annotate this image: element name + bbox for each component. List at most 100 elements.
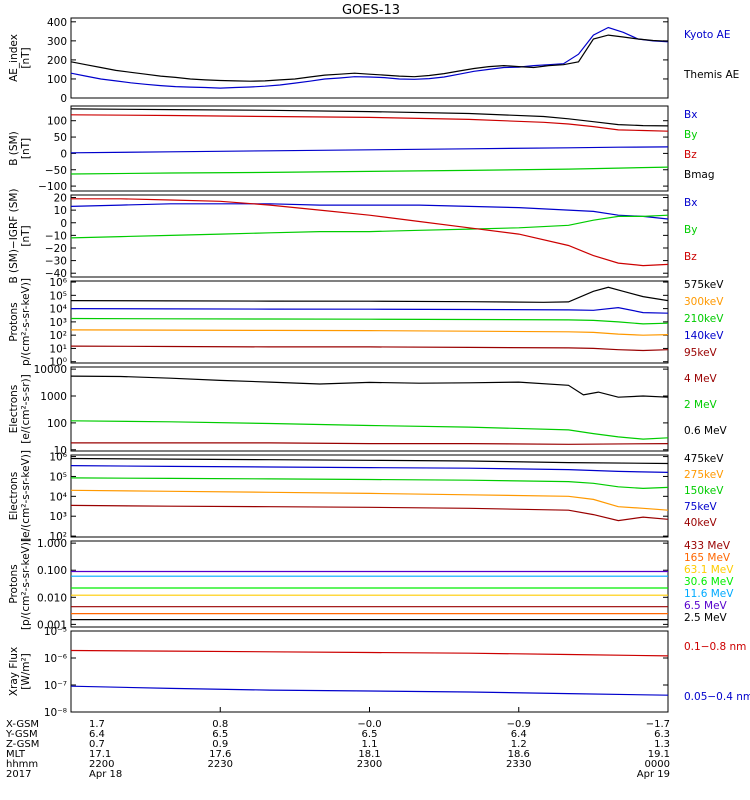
ephemeris-value: 2200: [89, 759, 114, 770]
y-tick-label: 10⁻⁶: [44, 653, 67, 665]
series-line: [71, 649, 668, 657]
y-tick-label: 0.010: [37, 592, 67, 604]
y-tick-label: −40: [45, 268, 67, 280]
y-tick-label: 0: [60, 148, 67, 160]
y-tick-label: 10⁶: [49, 452, 67, 464]
legend-entry: 0.1−0.8 nm: [684, 641, 746, 653]
legend-entry: 150keV: [684, 485, 724, 497]
series-line: [71, 375, 668, 398]
y-tick-label: 10⁴: [49, 304, 67, 316]
series-line: [71, 214, 668, 239]
ephemeris-value: 17.6: [209, 749, 231, 760]
y-axis-label: Protonsp/(cm²-s-sr-keV)]: [8, 278, 32, 366]
legend-entry: Bz: [684, 251, 697, 263]
ephemeris-value: 6.5: [362, 729, 378, 740]
y-tick-label: 300: [47, 36, 67, 48]
panel-frame: [70, 366, 669, 452]
y-tick-label: 10³: [49, 317, 67, 329]
panel-frame: [70, 280, 669, 364]
y-tick-label: 10²: [49, 531, 67, 543]
series-line: [71, 489, 668, 511]
panel-8: 10⁻⁸ 10⁻⁷ 10⁻⁶ 10⁻⁵ Xray Flux[W/m²] 0.1−0.8 n…: [8, 626, 750, 719]
legend-entry: Kyoto AE: [684, 29, 730, 41]
ephemeris-value: 0.9: [212, 739, 228, 750]
legend-entry: 475keV: [684, 453, 724, 465]
panel-frame: [70, 630, 669, 713]
y-axis-label: Protons[p/(cm²-s-sr-keV)]: [8, 538, 32, 630]
ephemeris-value: 0.7: [89, 739, 105, 750]
series-line: [71, 329, 668, 336]
series-line: [71, 114, 668, 132]
legend-entry: 210keV: [684, 313, 724, 325]
figure-title: GOES-13: [342, 3, 400, 18]
y-tick-label: 100: [47, 116, 67, 128]
panel-6: 10² 10³ 10⁴ 10⁵ 10⁶ Electrons[e/(cm²-s-sr-keV…: [8, 450, 724, 543]
ephemeris-value: 6.4: [89, 729, 105, 740]
legend-entry: 575keV: [684, 279, 724, 291]
y-tick-label: 100: [47, 418, 67, 430]
ephemeris-value: −1.7: [646, 719, 670, 730]
y-tick-label: 20: [54, 193, 67, 205]
series-line: [71, 420, 668, 440]
series-line: [71, 203, 668, 220]
series-line: [71, 166, 668, 175]
y-tick-label: −100: [38, 181, 67, 193]
ephemeris-value: 6.3: [654, 729, 670, 740]
series-line: [71, 198, 668, 267]
y-tick-label: 10¹: [49, 343, 67, 355]
ephemeris-value: 19.1: [648, 749, 670, 760]
series-line: [71, 34, 668, 82]
y-axis-label: AE_index[nT]: [8, 34, 32, 82]
y-tick-label: −10: [45, 230, 67, 242]
legend-entry: 95keV: [684, 347, 718, 359]
series-line: [71, 477, 668, 490]
ephemeris-value: 17.1: [89, 749, 111, 760]
y-tick-label: 10³: [49, 511, 67, 523]
ephemeris-value: 0000: [645, 759, 670, 770]
ephemeris-row-label: Z-GSM: [6, 739, 39, 750]
legend-entry: 11.6 MeV: [684, 588, 734, 600]
ephemeris-row-label: 2017: [6, 769, 31, 780]
y-tick-label: −30: [45, 256, 67, 268]
ephemeris-value: 1.7: [89, 719, 105, 730]
y-tick-label: 200: [47, 55, 67, 67]
legend-entry: Bmag: [684, 169, 715, 181]
ephemeris-value: Apr 19: [637, 769, 670, 780]
legend-entry: 300keV: [684, 296, 724, 308]
panel-7: 0.001 0.010 0.100 1.000 Protons[p/(cm²-s-sr-…: [8, 538, 734, 631]
legend-entry: 40keV: [684, 517, 718, 529]
y-axis-label: Electrons[e/(cm²-s-sr-keV)]: [8, 450, 32, 542]
legend-entry: 2.5 MeV: [684, 612, 728, 624]
y-tick-label: 50: [54, 132, 67, 144]
ephemeris-value: 0.8: [212, 719, 228, 730]
y-axis-label: Xray Flux[W/m²]: [8, 647, 32, 696]
ephemeris-row-label: X-GSM: [6, 719, 39, 730]
ephemeris-value: 1.3: [654, 739, 670, 750]
ephemeris-row-label: hhmm: [6, 759, 38, 770]
y-tick-label: 10⁻⁷: [44, 680, 67, 692]
series-line: [71, 26, 668, 89]
panel-1: 0 100 200 300 400 AE_index[nT] Kyoto AE Themis …: [8, 17, 739, 105]
ephemeris-value: −0.9: [507, 719, 531, 730]
y-tick-label: 10000: [34, 364, 67, 376]
panel-frame: [70, 105, 669, 192]
panel-frame: [70, 17, 669, 99]
legend-entry: By: [684, 129, 697, 141]
y-tick-label: 0.100: [37, 565, 67, 577]
series-line: [71, 504, 668, 522]
series-line: [71, 685, 668, 696]
y-tick-label: 100: [47, 74, 67, 86]
ephemeris-value: −0.0: [357, 719, 381, 730]
series-line: [71, 317, 668, 325]
y-tick-label: −20: [45, 243, 67, 255]
series-line: [71, 345, 668, 352]
legend-entry: Bz: [684, 149, 697, 161]
legend-entry: 165 MeV: [684, 552, 731, 564]
series-line: [71, 442, 668, 445]
ephemeris-value: 2330: [506, 759, 531, 770]
legend-entry: 140keV: [684, 330, 724, 342]
legend-entry: 2 MeV: [684, 399, 718, 411]
